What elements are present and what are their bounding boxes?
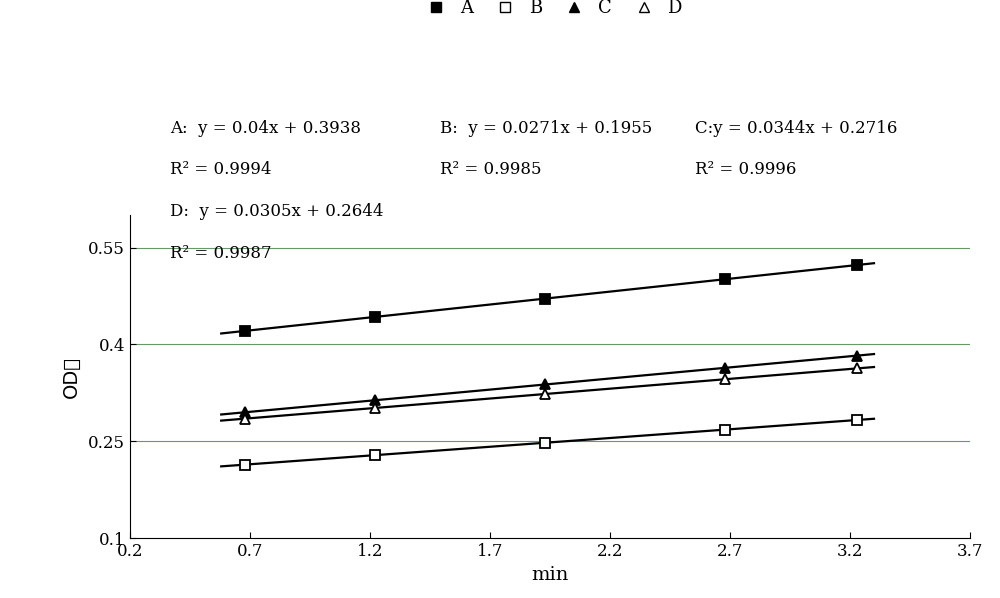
Text: R² = 0.9985: R² = 0.9985 (440, 161, 542, 178)
Text: R² = 0.9996: R² = 0.9996 (695, 161, 796, 178)
Text: R² = 0.9994: R² = 0.9994 (170, 161, 272, 178)
X-axis label: min: min (531, 566, 569, 584)
Y-axis label: OD値: OD値 (62, 356, 81, 398)
Text: B:  y = 0.0271x + 0.1955: B: y = 0.0271x + 0.1955 (440, 120, 652, 136)
Text: A:  y = 0.04x + 0.3938: A: y = 0.04x + 0.3938 (170, 120, 361, 136)
Text: D:  y = 0.0305x + 0.2644: D: y = 0.0305x + 0.2644 (170, 203, 384, 220)
Text: R² = 0.9987: R² = 0.9987 (170, 245, 272, 262)
Text: C:y = 0.0344x + 0.2716: C:y = 0.0344x + 0.2716 (695, 120, 897, 136)
Legend: A, B, C, D: A, B, C, D (411, 0, 689, 25)
